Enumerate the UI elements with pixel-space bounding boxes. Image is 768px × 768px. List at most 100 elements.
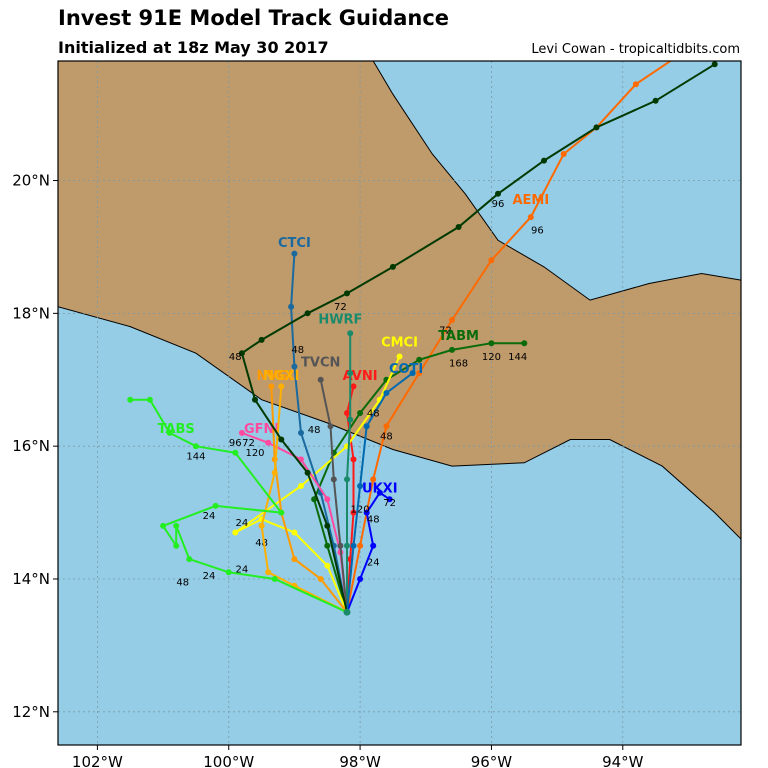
model-track-tabs: 24 48 24 144 TABS	[127, 396, 348, 614]
track-point	[238, 429, 245, 436]
track-point	[521, 340, 528, 347]
model-name-label: NVGI	[256, 369, 292, 384]
track-point	[291, 363, 298, 370]
model-track-cmci: 24 48 CMCI	[232, 336, 418, 613]
track-point	[376, 489, 383, 496]
track-point	[173, 522, 180, 529]
forecast-hour-label: 24	[367, 558, 380, 569]
map-credit: Levi Cowan - tropicaltidbits.com	[531, 42, 740, 57]
track-point	[278, 436, 285, 443]
track-point	[711, 61, 718, 68]
forecast-hour-label: 120	[351, 505, 370, 516]
track-line	[346, 372, 414, 613]
map-frame	[57, 60, 742, 746]
track-point	[389, 263, 396, 270]
model-name-label: TABM	[438, 329, 479, 344]
model-name-label: NGXI	[263, 369, 299, 384]
forecast-hour-label: 144	[186, 451, 205, 462]
track-point	[350, 509, 357, 516]
track-point	[258, 522, 265, 529]
track-point	[357, 576, 364, 582]
track-point	[304, 310, 311, 317]
forecast-hour-label: 48	[229, 352, 242, 363]
forecast-hour-label: 96	[492, 199, 505, 210]
track-point	[265, 569, 272, 576]
track-point	[455, 224, 462, 230]
forecast-hour-label: 24	[236, 564, 249, 575]
track-point	[344, 410, 350, 416]
track-point	[488, 340, 495, 347]
track-point	[396, 353, 403, 360]
forecast-hour-label: 48	[176, 578, 189, 589]
track-point	[370, 542, 377, 549]
track-point	[265, 439, 272, 446]
forecast-hour-label: 120	[245, 448, 264, 459]
longitude-tick-label: 98°W	[339, 753, 381, 768]
map-title: Invest 91E Model Track Guidance	[58, 6, 450, 30]
model-name-label: AVNI	[343, 369, 378, 384]
track-point	[324, 562, 331, 569]
forecast-hour-label: 24	[203, 511, 216, 522]
track-point	[344, 542, 350, 549]
forecast-hour-label: 72	[242, 438, 255, 449]
track-point	[252, 396, 258, 403]
track-point	[488, 257, 495, 264]
model-name-label: CTCI	[278, 236, 311, 251]
longitude-tick-label: 102°W	[72, 753, 123, 768]
track-point	[291, 556, 298, 563]
track-point	[560, 151, 567, 157]
longitude-tick-label: 100°W	[203, 753, 254, 768]
forecast-hour-label: 48	[367, 515, 380, 526]
track-point	[344, 476, 350, 483]
model-name-label: TABS	[158, 422, 195, 437]
track-point	[317, 376, 324, 383]
track-point	[330, 476, 337, 483]
track-point	[416, 356, 423, 363]
track-point	[166, 429, 173, 436]
forecast-hour-label: 24	[203, 571, 216, 582]
track-point	[238, 350, 245, 357]
track-line	[240, 63, 716, 613]
model-name-label: HWRF	[318, 312, 362, 327]
longitude-tick-label: 94°W	[602, 753, 644, 768]
model-track-coti: 48 COTI	[346, 362, 423, 613]
track-point	[383, 390, 390, 396]
track-point	[298, 429, 304, 436]
track-point	[271, 576, 278, 582]
track-point	[416, 370, 423, 377]
grid-layer	[58, 61, 741, 745]
track-point	[311, 496, 318, 503]
track-point	[278, 509, 285, 516]
model-track-ctci: 48 CTCI	[278, 236, 348, 613]
latitude-tick-label: 20°N	[12, 172, 50, 190]
track-point	[350, 456, 357, 463]
track-point	[337, 542, 344, 549]
track-point	[527, 214, 534, 221]
track-point	[304, 469, 311, 476]
latitude-tick-label: 16°N	[12, 437, 50, 455]
track-point	[672, 55, 678, 61]
track-point	[350, 383, 357, 390]
storm-origin-point	[343, 608, 351, 616]
track-point	[541, 157, 547, 164]
track-point	[186, 556, 193, 563]
forecast-hour-label: 48	[367, 408, 380, 419]
track-point	[632, 81, 639, 88]
track-point	[232, 449, 239, 456]
track-point	[347, 370, 354, 377]
model-name-label: TVCN	[301, 356, 340, 371]
forecast-hour-label: 48	[380, 432, 393, 443]
forecast-hour-label: 72	[439, 325, 452, 336]
latitude-tick-label: 12°N	[12, 703, 50, 721]
track-point	[386, 496, 393, 503]
forecast-hour-label: 96	[229, 438, 242, 449]
track-line	[313, 342, 525, 613]
track-point	[258, 336, 265, 343]
track-point	[324, 496, 331, 503]
track-point	[232, 529, 239, 536]
track-point	[347, 416, 354, 423]
track-point	[344, 290, 350, 297]
model-name-label: AEMI	[512, 193, 549, 208]
